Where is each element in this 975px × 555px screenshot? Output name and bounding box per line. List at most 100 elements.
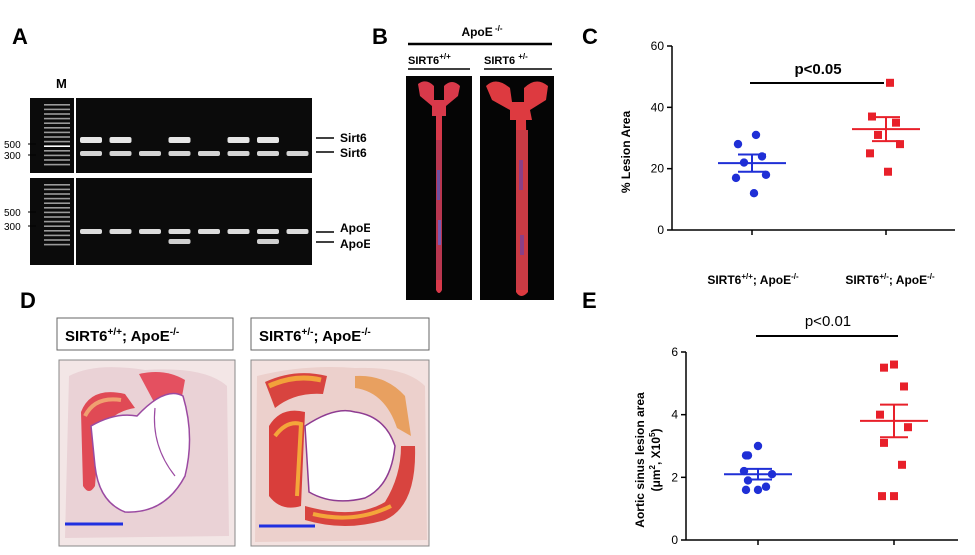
y-tick-label: 4 xyxy=(671,408,678,422)
band-label-sirt6-wt: Sirt6 WT xyxy=(340,145,370,160)
data-point xyxy=(741,451,751,460)
gel-band xyxy=(227,151,250,156)
data-point xyxy=(900,382,908,391)
marker-300-top: 300 xyxy=(4,151,21,162)
aorta-enface-panel: ApoE -/- SIRT6+/+ SIRT6 +/- xyxy=(406,24,554,300)
band-label-apoe-wt: ApoE WT xyxy=(340,236,370,251)
ladder-band xyxy=(44,184,70,186)
aorta-label-het: SIRT6 +/- xyxy=(484,52,528,67)
gel-band xyxy=(80,151,102,156)
ladder-band xyxy=(44,131,70,134)
ladder-band xyxy=(44,127,70,129)
histology-label-het: SIRT6+/-; ApoE-/- xyxy=(259,327,371,345)
data-point xyxy=(898,460,906,469)
data-point xyxy=(741,485,751,495)
gel-band xyxy=(168,229,191,234)
data-point xyxy=(866,149,874,158)
panel-letter-e: E xyxy=(582,288,597,313)
ladder-band xyxy=(44,220,70,223)
ladder-band xyxy=(44,163,70,166)
ladder-band xyxy=(44,159,70,161)
gel-band xyxy=(198,151,220,156)
data-point xyxy=(880,438,888,447)
data-point xyxy=(874,130,882,139)
data-point xyxy=(753,485,763,495)
gel-band xyxy=(227,137,250,143)
genotype-group-label: ApoE -/- xyxy=(461,24,502,39)
ladder-band xyxy=(44,243,70,246)
bottom-gel-image xyxy=(30,178,312,265)
data-point xyxy=(890,492,898,501)
ladder-band xyxy=(44,202,70,204)
data-point xyxy=(884,167,892,176)
y-tick-label: 0 xyxy=(671,533,678,547)
ladder-band xyxy=(44,113,70,115)
histology-image-het xyxy=(250,359,430,547)
chart-c-significance: p<0.05 xyxy=(794,61,841,78)
ladder-band xyxy=(44,122,70,124)
gel-band xyxy=(168,239,191,244)
panel-letter-b: B xyxy=(372,24,388,49)
gel-band xyxy=(286,229,309,234)
data-point xyxy=(731,173,741,183)
ladder-band xyxy=(44,140,70,143)
data-point xyxy=(904,423,912,432)
chart-c-ylabel: % Lesion Area xyxy=(619,111,633,194)
data-point xyxy=(876,410,884,419)
ladder-band xyxy=(44,193,70,195)
gel-band xyxy=(198,229,220,234)
data-point xyxy=(880,363,888,372)
gel-band xyxy=(109,151,132,156)
ladder-band xyxy=(44,197,70,200)
ladder-band xyxy=(44,117,70,120)
data-point xyxy=(878,492,886,501)
ladder-band xyxy=(44,216,70,218)
data-point xyxy=(761,482,771,491)
y-tick-label: 6 xyxy=(671,345,678,359)
ladder-band xyxy=(44,108,70,111)
ladder-band xyxy=(44,145,70,147)
marker-500-bottom: 500 xyxy=(4,208,21,219)
gel-band xyxy=(168,151,191,156)
chart-c-category-1: SIRT6+/+; ApoE-/- xyxy=(707,272,799,287)
chart-e-ylabel: Aortic sinus lesion area (μm2, X105) xyxy=(633,392,663,528)
data-point xyxy=(896,140,904,149)
gel-band xyxy=(257,239,279,244)
y-tick-label: 2 xyxy=(671,470,678,484)
y-tick-label: 0 xyxy=(657,223,664,237)
gel-band xyxy=(80,137,102,143)
ladder-band xyxy=(44,188,70,191)
data-point xyxy=(733,139,743,149)
ladder-band xyxy=(44,211,70,214)
gel-band xyxy=(109,229,132,234)
aorta-label-wt: SIRT6+/+ xyxy=(408,52,451,67)
gel-band xyxy=(168,137,191,143)
aortic-sinus-histology-panel: SIRT6+/+; ApoE-/- SIRT6+/-; ApoE-/- xyxy=(56,317,430,547)
data-point xyxy=(892,118,900,127)
gel-electrophoresis-panel: M 500 300 500 300 Sirt6 Δ/ Sirt6 WT ApoE… xyxy=(4,76,370,265)
ladder-band xyxy=(44,239,70,241)
gel-band xyxy=(257,137,279,143)
gel-band xyxy=(257,229,279,234)
aortic-sinus-lesion-chart: Aortic sinus lesion area (μm2, X105) p<0.… xyxy=(633,313,958,547)
y-tick-label: 20 xyxy=(651,162,665,176)
panel-letter-d: D xyxy=(20,288,36,313)
lesion-area-chart: % Lesion Area p<0.05 SIRT6+/+; ApoE-/- S… xyxy=(619,39,955,287)
ladder-band xyxy=(44,230,70,232)
data-point xyxy=(753,441,763,451)
panel-letter-a: A xyxy=(12,24,28,49)
panel-letter-c: C xyxy=(582,24,598,49)
gel-band xyxy=(80,229,102,234)
ladder-band xyxy=(44,136,70,138)
data-point xyxy=(886,78,894,87)
band-label-sirt6-ko: Sirt6 Δ/ xyxy=(340,130,370,145)
gel-band xyxy=(257,151,279,156)
gel-band xyxy=(109,137,132,143)
ladder-band xyxy=(44,150,70,152)
y-tick-label: 40 xyxy=(651,100,665,114)
ladder-label: M xyxy=(56,76,67,91)
data-point xyxy=(751,130,761,140)
marker-500-top: 500 xyxy=(4,140,21,151)
gel-band xyxy=(139,229,161,234)
marker-300-bottom: 300 xyxy=(4,222,21,233)
